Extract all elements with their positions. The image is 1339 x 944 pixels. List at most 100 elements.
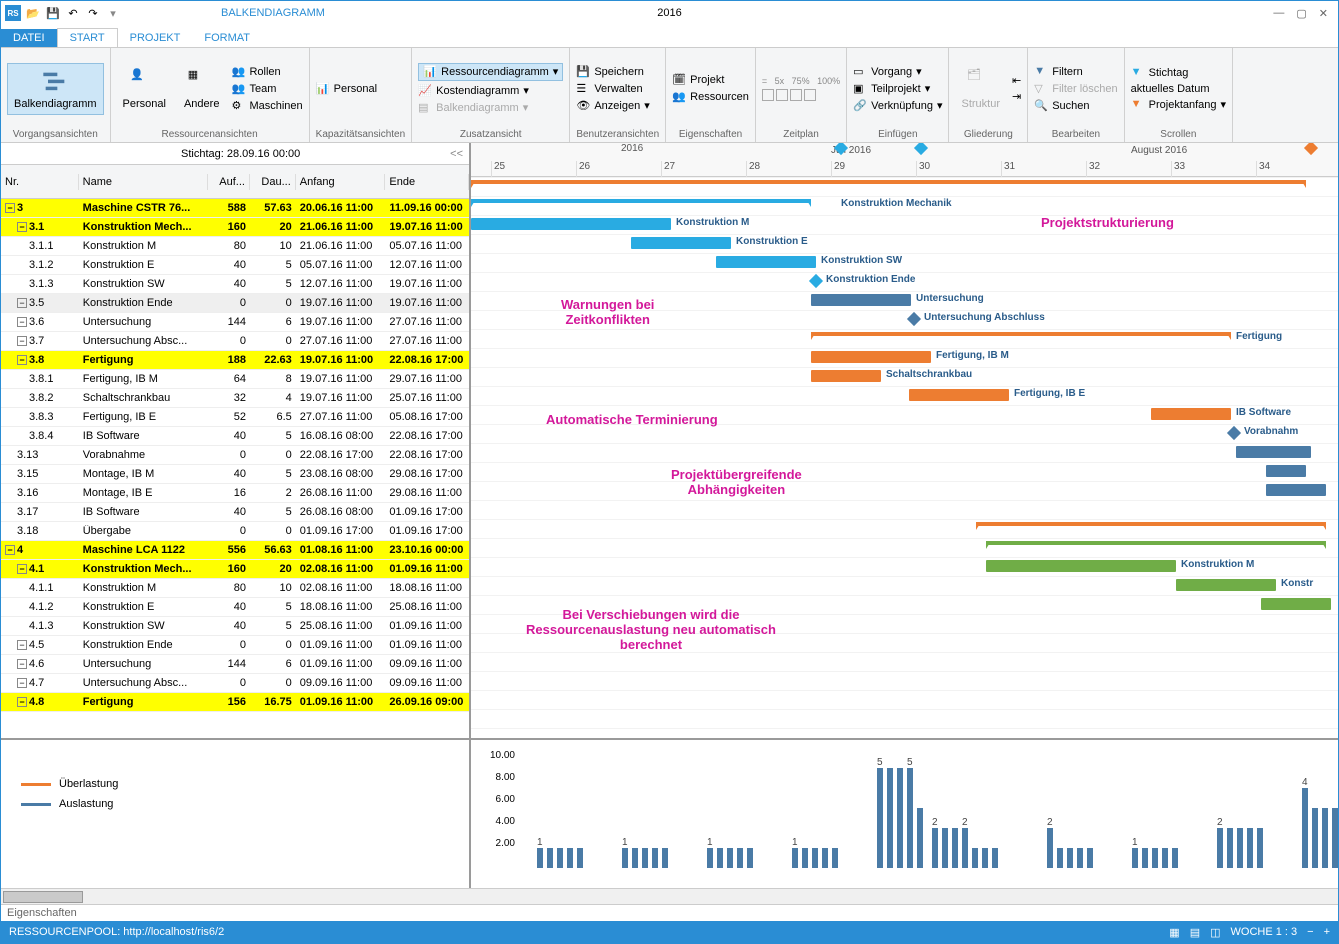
resource-bar[interactable] bbox=[1152, 848, 1158, 868]
gantt-bar[interactable] bbox=[986, 560, 1176, 572]
expand-icon[interactable]: − bbox=[17, 298, 27, 308]
gantt-bar[interactable] bbox=[909, 389, 1009, 401]
resource-bar[interactable] bbox=[632, 848, 638, 868]
btn-kap-personal[interactable]: 📊Personal bbox=[316, 82, 377, 96]
h-scrollbar[interactable] bbox=[1, 888, 1338, 904]
gantt-bar[interactable] bbox=[1266, 484, 1326, 496]
table-row[interactable]: −4.6Untersuchung144601.09.16 11:0009.09.… bbox=[1, 655, 469, 674]
gantt-bar[interactable] bbox=[716, 256, 816, 268]
close-icon[interactable]: ✕ bbox=[1319, 7, 1328, 20]
btn-speichern[interactable]: 💾Speichern bbox=[576, 65, 649, 79]
table-row[interactable]: 3.18Übergabe0001.09.16 17:0001.09.16 17:… bbox=[1, 522, 469, 541]
resource-bar[interactable]: 1 bbox=[537, 848, 543, 868]
resource-bar[interactable] bbox=[652, 848, 658, 868]
gantt-bar[interactable] bbox=[1236, 446, 1311, 458]
table-row[interactable]: −4.5Konstruktion Ende0001.09.16 11:0001.… bbox=[1, 636, 469, 655]
btn-team[interactable]: 👥Team bbox=[231, 82, 302, 96]
resource-bar[interactable]: 2 bbox=[1217, 828, 1223, 868]
qat-undo-icon[interactable]: ↶ bbox=[65, 5, 81, 21]
gantt-bar[interactable] bbox=[1176, 579, 1276, 591]
table-row[interactable]: 3.1.2Konstruktion E40505.07.16 11:0012.0… bbox=[1, 256, 469, 275]
resource-bar[interactable] bbox=[737, 848, 743, 868]
resource-bar[interactable] bbox=[887, 768, 893, 868]
resource-bar[interactable] bbox=[982, 848, 988, 868]
resource-bar[interactable]: 1 bbox=[1132, 848, 1138, 868]
table-row[interactable]: 3.13Vorabnahme0022.08.16 17:0022.08.16 1… bbox=[1, 446, 469, 465]
btn-vorgang[interactable]: ▭Vorgang▾ bbox=[853, 65, 942, 79]
collapse-icon[interactable]: << bbox=[450, 148, 463, 160]
resource-bar[interactable] bbox=[952, 828, 958, 868]
resource-bar[interactable] bbox=[662, 848, 668, 868]
btn-projekt[interactable]: 🗓Projekt bbox=[672, 73, 749, 87]
resource-bar[interactable]: 1 bbox=[792, 848, 798, 868]
resource-bar[interactable] bbox=[567, 848, 573, 868]
expand-icon[interactable]: − bbox=[17, 640, 27, 650]
btn-verwalten[interactable]: ☰Verwalten bbox=[576, 82, 649, 96]
qat-save-icon[interactable]: 💾 bbox=[45, 5, 61, 21]
btn-maschinen[interactable]: ⚙Maschinen bbox=[231, 99, 302, 113]
btn-ressourcendiagramm[interactable]: 📊Ressourcendiagramm▾ bbox=[418, 63, 563, 81]
gantt-body[interactable]: Konstruktion MechanikKonstruktion MKonst… bbox=[471, 177, 1338, 738]
resource-bar[interactable] bbox=[547, 848, 553, 868]
col-name[interactable]: Name bbox=[79, 174, 208, 190]
resource-bar[interactable] bbox=[802, 848, 808, 868]
btn-kostendiagramm[interactable]: 📈Kostendiagramm▾ bbox=[418, 84, 563, 98]
table-row[interactable]: −3.1Konstruktion Mech...1602021.06.16 11… bbox=[1, 218, 469, 237]
resource-chart[interactable]: 111155222124 10.008.006.004.002.00 bbox=[471, 740, 1338, 888]
resource-bar[interactable]: 2 bbox=[932, 828, 938, 868]
expand-icon[interactable]: − bbox=[17, 697, 27, 707]
milestone[interactable] bbox=[907, 312, 921, 326]
resource-bar[interactable] bbox=[897, 768, 903, 868]
gantt-bar[interactable] bbox=[471, 218, 671, 230]
btn-outdent[interactable]: ⇤ bbox=[1012, 74, 1021, 87]
maximize-icon[interactable]: ▢ bbox=[1296, 7, 1306, 20]
gantt-bar[interactable] bbox=[811, 370, 881, 382]
table-row[interactable]: −4.8Fertigung15616.7501.09.16 11:0026.09… bbox=[1, 693, 469, 712]
table-row[interactable]: −4.7Untersuchung Absc...0009.09.16 11:00… bbox=[1, 674, 469, 693]
expand-icon[interactable]: − bbox=[5, 203, 15, 213]
btn-ressourcen[interactable]: 👥Ressourcen bbox=[672, 90, 749, 104]
col-anf[interactable]: Anfang bbox=[296, 174, 386, 190]
resource-bar[interactable] bbox=[1332, 808, 1338, 868]
btn-suchen[interactable]: 🔍Suchen bbox=[1034, 99, 1117, 113]
resource-bar[interactable] bbox=[557, 848, 563, 868]
btn-balkendiagramm[interactable]: Balkendiagramm bbox=[7, 63, 104, 115]
expand-icon[interactable]: − bbox=[17, 355, 27, 365]
expand-icon[interactable]: − bbox=[17, 678, 27, 688]
table-row[interactable]: −3.6Untersuchung144619.07.16 11:0027.07.… bbox=[1, 313, 469, 332]
status-view-icon-2[interactable]: ▤ bbox=[1190, 926, 1200, 939]
table-row[interactable]: 3.8.2Schaltschrankbau32419.07.16 11:0025… bbox=[1, 389, 469, 408]
status-view-icon-1[interactable]: ▦ bbox=[1169, 926, 1179, 939]
gantt-bar[interactable] bbox=[471, 199, 811, 205]
table-row[interactable]: −3Maschine CSTR 76...58857.6320.06.16 11… bbox=[1, 199, 469, 218]
btn-indent[interactable]: ⇥ bbox=[1012, 90, 1021, 103]
gantt-bar[interactable] bbox=[976, 522, 1326, 528]
gantt-chart[interactable]: 2016 Juli 2016August 2016252627282930313… bbox=[471, 143, 1338, 738]
resource-bar[interactable] bbox=[1237, 828, 1243, 868]
resource-bar[interactable] bbox=[1077, 848, 1083, 868]
gantt-bar[interactable] bbox=[631, 237, 731, 249]
qat-redo-icon[interactable]: ↷ bbox=[85, 5, 101, 21]
gantt-bar[interactable] bbox=[986, 541, 1326, 547]
btn-verknuepfung[interactable]: 🔗Verknüpfung▾ bbox=[853, 99, 942, 113]
table-row[interactable]: 3.16Montage, IB E16226.08.16 11:0029.08.… bbox=[1, 484, 469, 503]
btn-andere[interactable]: ▦Andere bbox=[178, 64, 225, 114]
col-end[interactable]: Ende bbox=[385, 174, 469, 190]
resource-bar[interactable] bbox=[832, 848, 838, 868]
table-row[interactable]: −4Maschine LCA 112255656.6301.08.16 11:0… bbox=[1, 541, 469, 560]
tab-projekt[interactable]: PROJEKT bbox=[118, 29, 193, 47]
resource-bar[interactable] bbox=[1162, 848, 1168, 868]
table-row[interactable]: −4.1Konstruktion Mech...1602002.08.16 11… bbox=[1, 560, 469, 579]
tab-file[interactable]: DATEI bbox=[1, 29, 57, 47]
properties-bar[interactable]: Eigenschaften bbox=[1, 904, 1338, 921]
gantt-bar[interactable] bbox=[1261, 598, 1331, 610]
expand-icon[interactable]: − bbox=[17, 222, 27, 232]
resource-bar[interactable] bbox=[1172, 848, 1178, 868]
expand-icon[interactable]: − bbox=[17, 659, 27, 669]
col-auf[interactable]: Auf... bbox=[208, 174, 250, 190]
resource-bar[interactable] bbox=[822, 848, 828, 868]
resource-bar[interactable] bbox=[1247, 828, 1253, 868]
resource-bar[interactable] bbox=[1142, 848, 1148, 868]
gantt-bar[interactable] bbox=[811, 332, 1231, 338]
gantt-bar[interactable] bbox=[811, 351, 931, 363]
